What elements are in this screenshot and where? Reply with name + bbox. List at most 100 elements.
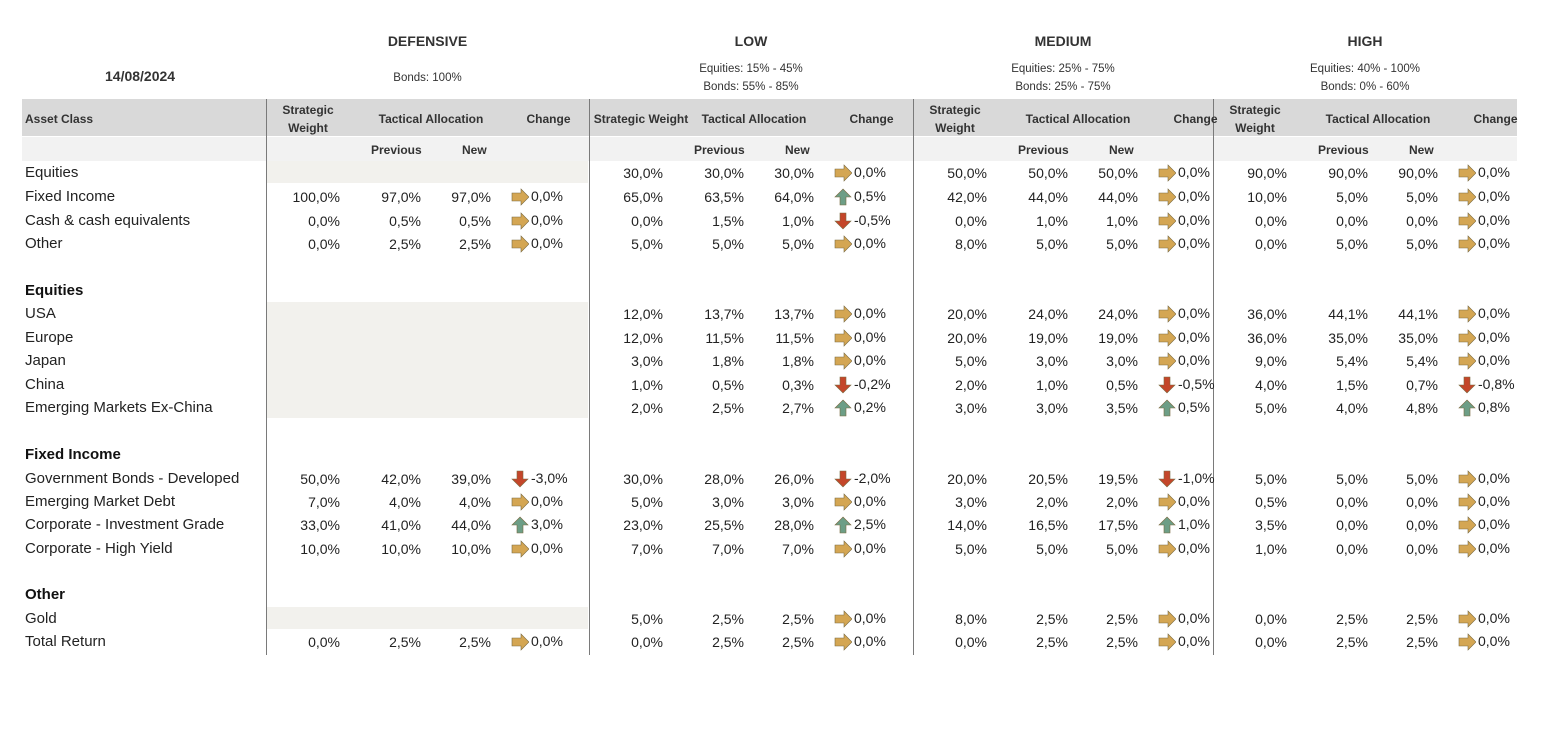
previous-value: 50,0% [1028,165,1068,181]
row-label-cash-cash-equivalents: Cash & cash equivalents [25,212,191,229]
new-header: New [1109,143,1134,157]
trend-right-arrow-icon [1458,164,1476,183]
previous-value: 42,0% [381,471,421,487]
change-cell: 0,0% [834,235,886,254]
subheader-bar [22,137,1517,161]
change-value: 0,0% [531,540,563,556]
profile-note-high: Bonds: 0% - 60% [1320,81,1410,93]
change-cell: 0,0% [1458,493,1510,512]
change-cell: 0,0% [1158,352,1210,371]
change-value: 0,0% [531,188,563,204]
change-cell: 0,0% [834,493,886,512]
strategic-weight-value: 0,0% [1255,236,1287,252]
trend-right-arrow-icon [1458,188,1476,207]
tactical-allocation-header: Tactical Allocation [701,112,807,126]
previous-header: Previous [1018,143,1069,157]
trend-down-arrow-icon [511,470,529,488]
new-value: 1,0% [782,213,814,229]
new-value: 10,0% [451,541,491,557]
trend-right-arrow-icon [511,235,529,254]
profile-note-high: Equities: 40% - 100% [1310,63,1420,75]
trend-down-arrow-icon [834,376,852,394]
change-value: 0,0% [1178,610,1210,626]
trend-right-arrow-icon [1458,516,1476,535]
change-value: 0,0% [854,305,886,321]
strategic-weight-value: 36,0% [1247,306,1287,322]
trend-right-arrow-icon [511,633,529,652]
previous-value: 1,5% [1336,377,1368,393]
strategic-weight-value: 5,0% [1255,400,1287,416]
change-value: 0,2% [854,399,886,415]
new-value: 0,7% [1406,377,1438,393]
new-header: New [462,143,487,157]
change-cell: 0,0% [834,540,886,559]
previous-value: 7,0% [712,541,744,557]
trend-right-arrow-icon [1158,164,1176,183]
previous-value: 30,0% [704,165,744,181]
report-date: 14/08/2024 [105,68,176,84]
previous-value: 44,1% [1328,306,1368,322]
change-cell: 0,0% [834,164,886,183]
change-cell: 0,0% [511,540,563,559]
strategic-weight-value: 0,0% [631,213,663,229]
new-value: 5,4% [1406,353,1438,369]
profile-title-defensive: DEFENSIVE [387,33,468,49]
change-value: 0,0% [1178,235,1210,251]
change-value: 0,0% [531,493,563,509]
change-cell: -0,5% [834,212,891,230]
change-cell: 0,0% [1458,305,1510,324]
previous-value: 41,0% [381,517,421,533]
strategic-weight-value: 2,0% [631,400,663,416]
previous-value: 2,5% [712,400,744,416]
new-value: 26,0% [774,471,814,487]
trend-right-arrow-icon [1458,633,1476,652]
change-cell: 0,0% [1458,633,1510,652]
strategic-weight-value: 9,0% [1255,353,1287,369]
change-cell: 0,0% [834,329,886,348]
new-value: 17,5% [1098,517,1138,533]
row-label-europe: Europe [25,329,74,346]
strategic-weight-value: 1,0% [1255,541,1287,557]
change-value: 0,0% [1478,329,1510,345]
change-header: Change [526,112,571,126]
new-value: 2,0% [1106,494,1138,510]
previous-value: 0,5% [712,377,744,393]
strategic-weight-value: 0,0% [955,213,987,229]
previous-value: 97,0% [381,189,421,205]
profile-note-defensive: Bonds: 100% [393,72,462,84]
strategic-weight-value: 90,0% [1247,165,1287,181]
previous-value: 2,0% [1036,494,1068,510]
change-value: 0,8% [1478,399,1510,415]
trend-up-arrow-icon [511,516,529,534]
previous-value: 3,0% [712,494,744,510]
strategic-weight-value: 2,0% [955,377,987,393]
change-cell: -0,8% [1458,376,1515,394]
change-cell: 0,0% [1458,610,1510,629]
change-cell: 0,0% [1458,540,1510,559]
strategic-weight-value: 0,0% [631,634,663,650]
new-value: 5,0% [1106,541,1138,557]
strategic-weight-value: 23,0% [623,517,663,533]
trend-down-arrow-icon [1158,376,1176,394]
previous-value: 1,5% [712,213,744,229]
change-cell: 0,0% [511,212,563,231]
previous-value: 0,0% [1336,541,1368,557]
strategic-weight-value: 0,0% [308,236,340,252]
change-cell: 0,0% [1458,329,1510,348]
section-header-other: Other [25,586,66,603]
change-value: 0,0% [1178,305,1210,321]
strategic-weight-value: 50,0% [300,471,340,487]
previous-value: 13,7% [704,306,744,322]
change-cell: 0,0% [1458,164,1510,183]
strategic-weight-value: 12,0% [623,306,663,322]
empty-cell-shade [267,607,588,629]
change-cell: 0,5% [834,188,886,206]
strategic-weight-header: Strategic [282,103,334,117]
change-header: Change [1473,112,1518,126]
strategic-weight-value: 5,0% [1255,471,1287,487]
new-value: 0,5% [459,213,491,229]
row-label-corporate-high-yield: Corporate - High Yield [25,540,173,557]
trend-right-arrow-icon [1158,540,1176,559]
new-value: 5,0% [782,236,814,252]
change-cell: 0,0% [1458,470,1510,489]
